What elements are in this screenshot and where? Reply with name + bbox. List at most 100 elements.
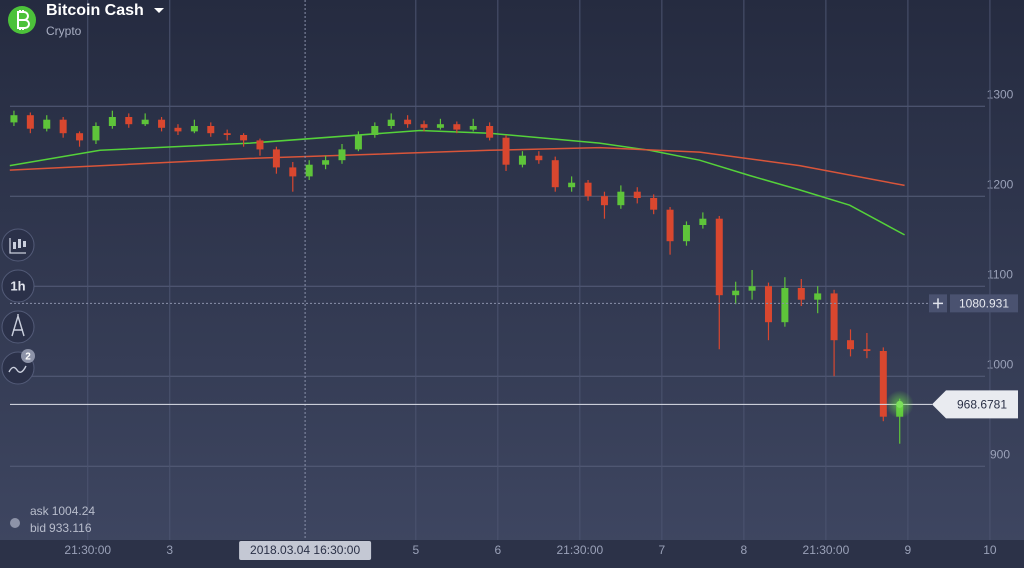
- candle-body: [830, 293, 838, 341]
- bid: bid 933.116: [30, 521, 92, 535]
- candle-body: [223, 133, 231, 135]
- candle-body: [92, 126, 100, 141]
- timeframe-button[interactable]: 1h: [1, 269, 35, 303]
- y-tick-label: 1300: [987, 87, 1014, 101]
- candle-body: [600, 196, 608, 206]
- candle-body: [404, 119, 412, 125]
- x-tick-label: 5: [412, 543, 419, 557]
- asset-header[interactable]: Bitcoin Cash Crypto: [8, 2, 164, 38]
- candle-body: [814, 293, 822, 300]
- icon: [18, 239, 21, 248]
- moving-average: [9, 146, 905, 187]
- ask-label: ask: [30, 504, 50, 518]
- quote: ask 1004.24 bid 933.116: [10, 504, 95, 535]
- x-tick-label: 3: [166, 543, 173, 557]
- candle-body: [617, 191, 625, 206]
- moving-average: [9, 129, 905, 236]
- candle-body: [174, 127, 182, 132]
- candle-body: [76, 133, 84, 141]
- x-tick-label: 9: [905, 543, 912, 557]
- candle-body: [469, 126, 477, 130]
- crosshair-y-label: 1080.931: [959, 297, 1009, 311]
- y-tick-label: 1200: [987, 177, 1014, 191]
- candle-body: [26, 115, 34, 129]
- y-tick-label: 1100: [987, 267, 1013, 281]
- x-axis-band: [0, 540, 1024, 568]
- candle-body: [584, 182, 592, 197]
- toolbar: 1h 2: [1, 228, 35, 385]
- candle-body: [518, 155, 526, 165]
- candle-body: [158, 119, 166, 128]
- bid-value: 933.116: [49, 521, 92, 535]
- candle-body: [748, 286, 756, 291]
- dropdown-caret[interactable]: [154, 8, 164, 13]
- candle-body: [863, 349, 871, 351]
- x-tick-label: 21:30:00: [803, 543, 850, 557]
- candle-body: [240, 135, 248, 141]
- candle-body: [125, 117, 133, 125]
- badge: [21, 349, 35, 363]
- indicators-button[interactable]: 2: [1, 349, 35, 385]
- icon: [13, 242, 16, 249]
- candle-body: [10, 115, 18, 123]
- y-tick-label: 900: [990, 447, 1010, 461]
- candle-body: [305, 164, 313, 177]
- candle-body: [650, 198, 658, 210]
- asset-category: Crypto: [46, 24, 82, 38]
- candle-body: [141, 119, 149, 125]
- candle-body: [535, 155, 543, 161]
- bid-label: bid: [30, 521, 46, 535]
- candle-body: [338, 149, 346, 161]
- candle-body: [59, 119, 67, 134]
- icon: [23, 241, 26, 247]
- candle-body: [354, 135, 362, 150]
- crosshair-x-label: 2018.03.04 16:30:00: [250, 543, 360, 557]
- candle-body: [289, 167, 297, 177]
- candle-body: [764, 286, 772, 323]
- candle-body: [272, 149, 280, 168]
- candle-body: [551, 160, 559, 188]
- crosshair-x-label-box: [239, 541, 372, 560]
- candle-body: [453, 124, 461, 130]
- icon: [11, 314, 25, 337]
- plot: 900 1000 1100 1200 1300 21:30:00 3 5 6 21:30:00 7 8…: [9, 0, 1018, 560]
- icon: [9, 238, 26, 254]
- candle-body: [568, 182, 576, 188]
- candle-body: [322, 160, 330, 165]
- candle-body: [781, 288, 789, 323]
- candle-body: [715, 218, 723, 296]
- plus-icon: [933, 298, 943, 309]
- x-tick-label: 6: [494, 543, 501, 557]
- x-tick-label: 7: [659, 543, 666, 557]
- last-price-label: 968.6781: [957, 398, 1007, 412]
- x-tick-label: 21:30:00: [64, 543, 111, 557]
- x-tick-label: 21:30:00: [556, 543, 603, 557]
- x-tick-label: 10: [983, 543, 997, 557]
- icon: [8, 365, 27, 373]
- ask: ask 1004.24: [30, 504, 95, 518]
- candle-body: [371, 126, 379, 135]
- candle-body: [387, 119, 395, 126]
- candle-body: [43, 119, 51, 129]
- candle-body: [732, 290, 740, 296]
- candle-body: [486, 126, 494, 138]
- candle-body: [879, 351, 887, 417]
- timeframe-label[interactable]: 1h: [10, 278, 25, 293]
- drawing-button[interactable]: [1, 310, 35, 344]
- help-icon[interactable]: [10, 518, 20, 528]
- last-price-dot: [896, 400, 904, 408]
- candle-body: [436, 124, 444, 128]
- candle-body: [108, 117, 116, 126]
- button-circle: [1, 269, 35, 303]
- button-circle: [1, 310, 35, 344]
- candle-body: [190, 126, 198, 132]
- asset-name[interactable]: Bitcoin Cash: [46, 2, 144, 19]
- badge-count: 2: [25, 352, 31, 363]
- candle-body: [699, 218, 707, 225]
- chart-type-button[interactable]: [1, 228, 35, 262]
- crosshair-y-label-box: [950, 294, 1018, 313]
- y-tick-label: 1000: [987, 357, 1014, 371]
- candle-body: [682, 225, 690, 242]
